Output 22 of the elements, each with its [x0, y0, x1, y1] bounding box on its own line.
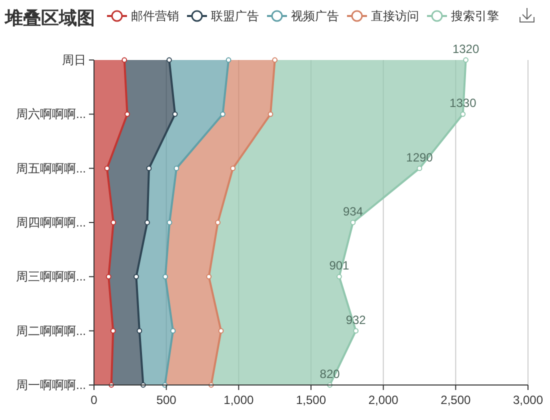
legend-label: 直接访问 [371, 9, 419, 23]
legend-label: 邮件营销 [131, 9, 179, 23]
x-tick-label: 2,000 [368, 393, 398, 407]
legend-label: 搜索引擎 [451, 9, 499, 23]
x-tick-label: 500 [156, 393, 176, 407]
x-tick-label: 0 [90, 393, 98, 407]
y-tick-label: 周四啊啊啊... [16, 216, 86, 230]
x-tick-label: 3,000 [512, 393, 544, 407]
x-tick-label: 1,500 [296, 393, 326, 407]
y-tick-label: 周三啊啊啊... [16, 270, 86, 284]
value-label: 934 [342, 204, 363, 218]
y-tick-label: 周五啊啊啊... [16, 161, 86, 176]
value-label: 1320 [452, 42, 480, 56]
x-tick-label: 2,500 [440, 393, 471, 407]
x-tick-label: 1,000 [224, 393, 254, 407]
y-tick-label: 周六啊啊啊... [16, 107, 86, 122]
y-tick-label: 周二啊啊啊... [16, 324, 86, 338]
y-tick-label: 周一啊啊啊... [16, 378, 86, 392]
legend-label: 视频广告 [291, 9, 339, 23]
y-tick-label: 周日 [62, 53, 86, 67]
legend-label: 联盟广告 [211, 9, 259, 23]
title: 堆叠区域图 [5, 8, 95, 28]
